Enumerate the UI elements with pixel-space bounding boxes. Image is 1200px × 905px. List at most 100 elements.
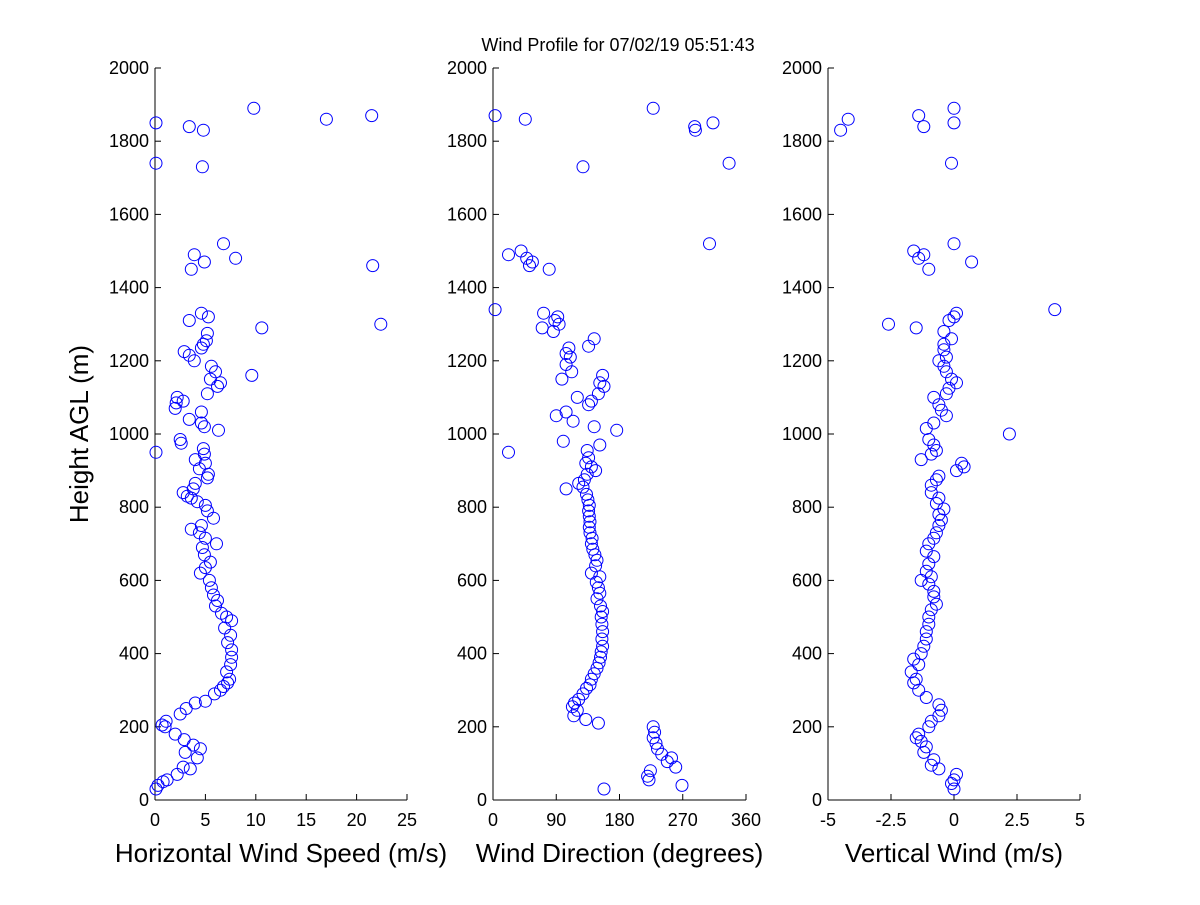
data-point bbox=[217, 237, 230, 251]
data-point bbox=[559, 482, 573, 496]
data-point bbox=[595, 617, 609, 631]
y-tick-label: 1800 bbox=[447, 131, 487, 151]
data-point bbox=[563, 350, 577, 364]
y-tick-label: 400 bbox=[792, 644, 822, 664]
x-axis-title: Wind Direction (degrees) bbox=[476, 838, 764, 868]
data-point bbox=[950, 464, 963, 478]
panel-3: 0 200 400 600 800 1000 1200 1400 1600 1800 2000 -5 -… bbox=[782, 58, 1085, 868]
data-point bbox=[919, 544, 933, 558]
data-point bbox=[183, 762, 197, 776]
y-tick-label: 200 bbox=[792, 717, 822, 737]
data-point bbox=[170, 767, 184, 781]
data-point bbox=[197, 548, 211, 562]
data-point bbox=[584, 394, 598, 408]
data-point bbox=[204, 581, 218, 595]
data-point bbox=[194, 519, 208, 532]
data-point bbox=[555, 372, 569, 386]
data-point bbox=[947, 310, 961, 324]
data-point bbox=[592, 656, 606, 670]
data-point bbox=[514, 244, 528, 258]
x-tick-label: 0 bbox=[150, 810, 160, 830]
data-point bbox=[917, 120, 931, 134]
data-point bbox=[582, 398, 596, 412]
data-point bbox=[168, 401, 182, 415]
data-point bbox=[188, 696, 202, 710]
data-point bbox=[182, 120, 196, 134]
data-point bbox=[221, 636, 235, 650]
data-point bbox=[929, 597, 943, 611]
data-point bbox=[149, 445, 163, 459]
y-tick-label: 600 bbox=[457, 570, 487, 590]
data-point bbox=[207, 588, 220, 602]
data-point bbox=[194, 341, 208, 355]
data-point bbox=[610, 423, 624, 437]
data-point bbox=[214, 683, 227, 697]
data-point bbox=[1002, 427, 1016, 441]
data-point bbox=[223, 672, 237, 686]
x-tick-label: 15 bbox=[296, 810, 316, 830]
y-tick-label: 1600 bbox=[109, 204, 149, 224]
y-tick-label: 200 bbox=[457, 717, 487, 737]
x-tick-label: 5 bbox=[200, 810, 210, 830]
data-point bbox=[589, 559, 603, 573]
data-point bbox=[188, 476, 202, 490]
data-point bbox=[594, 599, 607, 613]
data-point bbox=[502, 445, 515, 459]
data-point bbox=[584, 537, 598, 551]
data-point bbox=[919, 564, 933, 578]
data-point bbox=[591, 581, 605, 595]
data-point bbox=[947, 237, 961, 251]
x-tick-label: 5 bbox=[1075, 810, 1085, 830]
data-point bbox=[922, 617, 936, 631]
data-point bbox=[669, 760, 683, 774]
data-point bbox=[225, 614, 239, 628]
data-point bbox=[945, 372, 958, 386]
y-tick-label: 600 bbox=[119, 570, 149, 590]
data-point bbox=[365, 109, 379, 123]
y-tick-label: 1000 bbox=[109, 424, 149, 444]
data-point bbox=[924, 570, 938, 584]
x-tick-label: -5 bbox=[820, 810, 836, 830]
data-point bbox=[488, 109, 502, 123]
data-point bbox=[937, 325, 951, 338]
data-point bbox=[177, 733, 191, 747]
data-point bbox=[909, 672, 923, 686]
x-tick-label: 10 bbox=[246, 810, 266, 830]
data-point bbox=[570, 703, 584, 717]
data-point bbox=[584, 566, 598, 580]
data-point bbox=[904, 665, 918, 679]
data-point bbox=[932, 354, 946, 368]
data-point bbox=[945, 332, 958, 346]
y-tick-label: 1200 bbox=[109, 351, 149, 371]
x-tick-label: 180 bbox=[604, 810, 634, 830]
data-point bbox=[149, 156, 163, 170]
data-point bbox=[841, 112, 855, 126]
data-point bbox=[950, 306, 963, 320]
data-point bbox=[197, 255, 211, 269]
data-point bbox=[196, 337, 210, 351]
data-point bbox=[922, 610, 936, 624]
data-point bbox=[559, 405, 573, 419]
data-point bbox=[882, 317, 895, 331]
y-tick-label: 400 bbox=[119, 644, 149, 664]
data-point bbox=[834, 123, 848, 137]
y-tick-label: 1000 bbox=[782, 424, 822, 444]
data-point bbox=[576, 480, 590, 494]
data-point bbox=[548, 314, 562, 327]
data-point bbox=[225, 650, 239, 664]
data-point bbox=[924, 758, 938, 772]
data-point bbox=[919, 632, 933, 646]
data-point bbox=[229, 251, 243, 265]
data-point bbox=[929, 526, 943, 540]
data-point bbox=[922, 577, 936, 591]
x-tick-label: -2.5 bbox=[875, 810, 906, 830]
data-point bbox=[927, 584, 941, 598]
data-point bbox=[590, 553, 604, 567]
data-point bbox=[197, 420, 211, 434]
data-point bbox=[224, 658, 238, 672]
chart-title: Wind Profile for 07/02/19 05:51:43 bbox=[481, 35, 754, 55]
data-point bbox=[587, 420, 601, 434]
data-point bbox=[201, 310, 215, 324]
